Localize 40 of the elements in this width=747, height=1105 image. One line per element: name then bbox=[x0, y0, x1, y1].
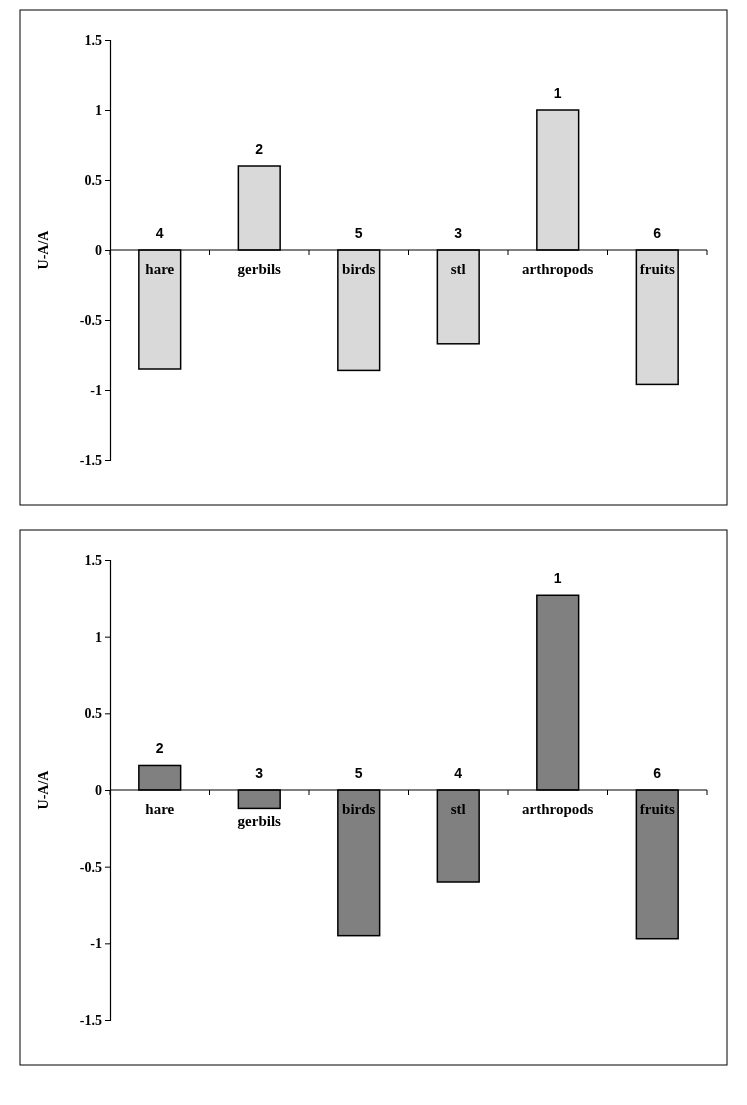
y-axis-title: U-A/A bbox=[36, 229, 51, 270]
annotation: 4 bbox=[155, 225, 164, 241]
annotation: 6 bbox=[653, 765, 662, 781]
y-tick-label: 1.5 bbox=[84, 552, 102, 568]
x-tick-label: gerbils bbox=[237, 261, 282, 277]
y-tick-label: -1 bbox=[90, 382, 102, 398]
y-tick-label: -1 bbox=[90, 936, 102, 952]
annotation: 2 bbox=[255, 141, 264, 157]
annotation: 1 bbox=[553, 570, 562, 587]
x-tick-label: arthropods bbox=[522, 261, 594, 277]
annotation: 5 bbox=[354, 765, 363, 781]
x-tick-label: birds bbox=[342, 261, 376, 277]
annotation: 1 bbox=[553, 85, 562, 101]
y-tick-label: 0.5 bbox=[84, 706, 102, 722]
annotation: 2 bbox=[155, 740, 164, 757]
x-tick-label: stl bbox=[450, 801, 466, 817]
y-tick-label: -1.5 bbox=[79, 1012, 102, 1028]
x-tick-label: gerbils bbox=[237, 813, 282, 830]
y-tick-label: -0.5 bbox=[79, 859, 102, 875]
annotation: 6 bbox=[653, 225, 662, 241]
y-tick-label: 0.5 bbox=[84, 172, 102, 188]
y-tick-label: 1 bbox=[95, 102, 102, 118]
annotation: 4 bbox=[454, 765, 463, 781]
y-tick-label: 0 bbox=[95, 782, 102, 798]
y-tick-label: -1.5 bbox=[79, 452, 102, 468]
annotation: 3 bbox=[255, 765, 264, 781]
x-tick-label: stl bbox=[450, 261, 466, 277]
y-tick-label: -0.5 bbox=[79, 312, 102, 328]
y-axis-title: U-A/A bbox=[36, 769, 51, 810]
x-tick-label: fruits bbox=[639, 261, 675, 277]
x-tick-label: fruits bbox=[639, 801, 675, 817]
y-tick-label: 0 bbox=[95, 242, 102, 258]
x-tick-label: hare bbox=[145, 261, 175, 277]
x-tick-label: hare bbox=[145, 801, 175, 817]
x-tick-label: birds bbox=[342, 801, 376, 817]
y-tick-label: 1.5 bbox=[84, 32, 102, 48]
annotation: 3 bbox=[454, 225, 463, 241]
y-tick-label: 1 bbox=[95, 629, 102, 645]
annotation: 5 bbox=[354, 225, 363, 241]
x-tick-label: arthropods bbox=[522, 801, 594, 817]
